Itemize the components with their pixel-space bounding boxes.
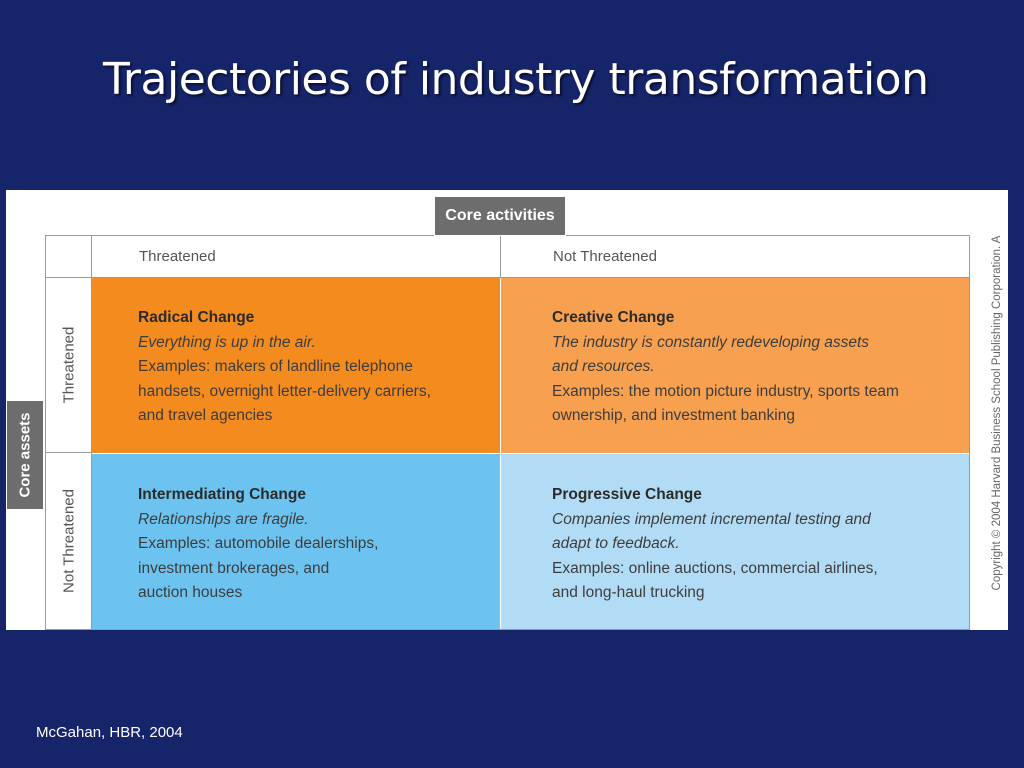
row-header-threatened-label: Threatened <box>60 326 77 404</box>
cell-intermediating-change: Intermediating Change Relationships are … <box>92 453 501 629</box>
transformation-matrix: Threatened Not Threatened Threatened Not… <box>6 190 1008 630</box>
cell-tagline: Companies implement incremental testing … <box>552 510 871 553</box>
cell-examples: Examples: automobile dealerships, invest… <box>138 535 379 601</box>
cell-tagline: Relationships are fragile. <box>138 510 309 528</box>
cell-creative-change: Creative Change The industry is constant… <box>501 278 969 453</box>
cell-tagline: The industry is constantly redeveloping … <box>552 333 870 376</box>
core-activities-label: Core activities <box>434 196 566 236</box>
cell-title: Intermediating Change <box>138 486 306 503</box>
cell-examples: Examples: online auctions, commercial ai… <box>552 559 878 602</box>
matrix-corner <box>46 236 92 278</box>
row-header-not-threatened-label: Not Threatened <box>60 489 77 593</box>
cell-title: Radical Change <box>138 309 255 326</box>
row-header-threatened: Threatened <box>46 278 92 453</box>
matrix-grid: Threatened Not Threatened Threatened Not… <box>45 235 970 630</box>
cell-tagline: Everything is up in the air. <box>138 333 316 351</box>
column-header-not-threatened: Not Threatened <box>501 236 969 278</box>
cell-radical-change: Radical Change Everything is up in the a… <box>92 278 501 453</box>
slide-title: Trajectories of industry transformation <box>103 54 929 105</box>
copyright-notice: Copyright © 2004 Harvard Business School… <box>986 198 1008 628</box>
source-citation: McGahan, HBR, 2004 <box>36 724 183 741</box>
copyright-text: Copyright © 2004 Harvard Business School… <box>991 235 1003 591</box>
core-assets-label-text: Core assets <box>16 412 34 498</box>
row-header-not-threatened: Not Threatened <box>46 453 92 629</box>
core-assets-label: Core assets <box>6 400 44 510</box>
cell-progressive-change: Progressive Change Companies implement i… <box>501 453 969 629</box>
cell-title: Creative Change <box>552 309 675 326</box>
column-header-threatened: Threatened <box>92 236 501 278</box>
cell-examples: Examples: makers of landline telephone h… <box>138 358 431 424</box>
cell-examples: Examples: the motion picture industry, s… <box>552 382 899 425</box>
cell-title: Progressive Change <box>552 486 702 503</box>
